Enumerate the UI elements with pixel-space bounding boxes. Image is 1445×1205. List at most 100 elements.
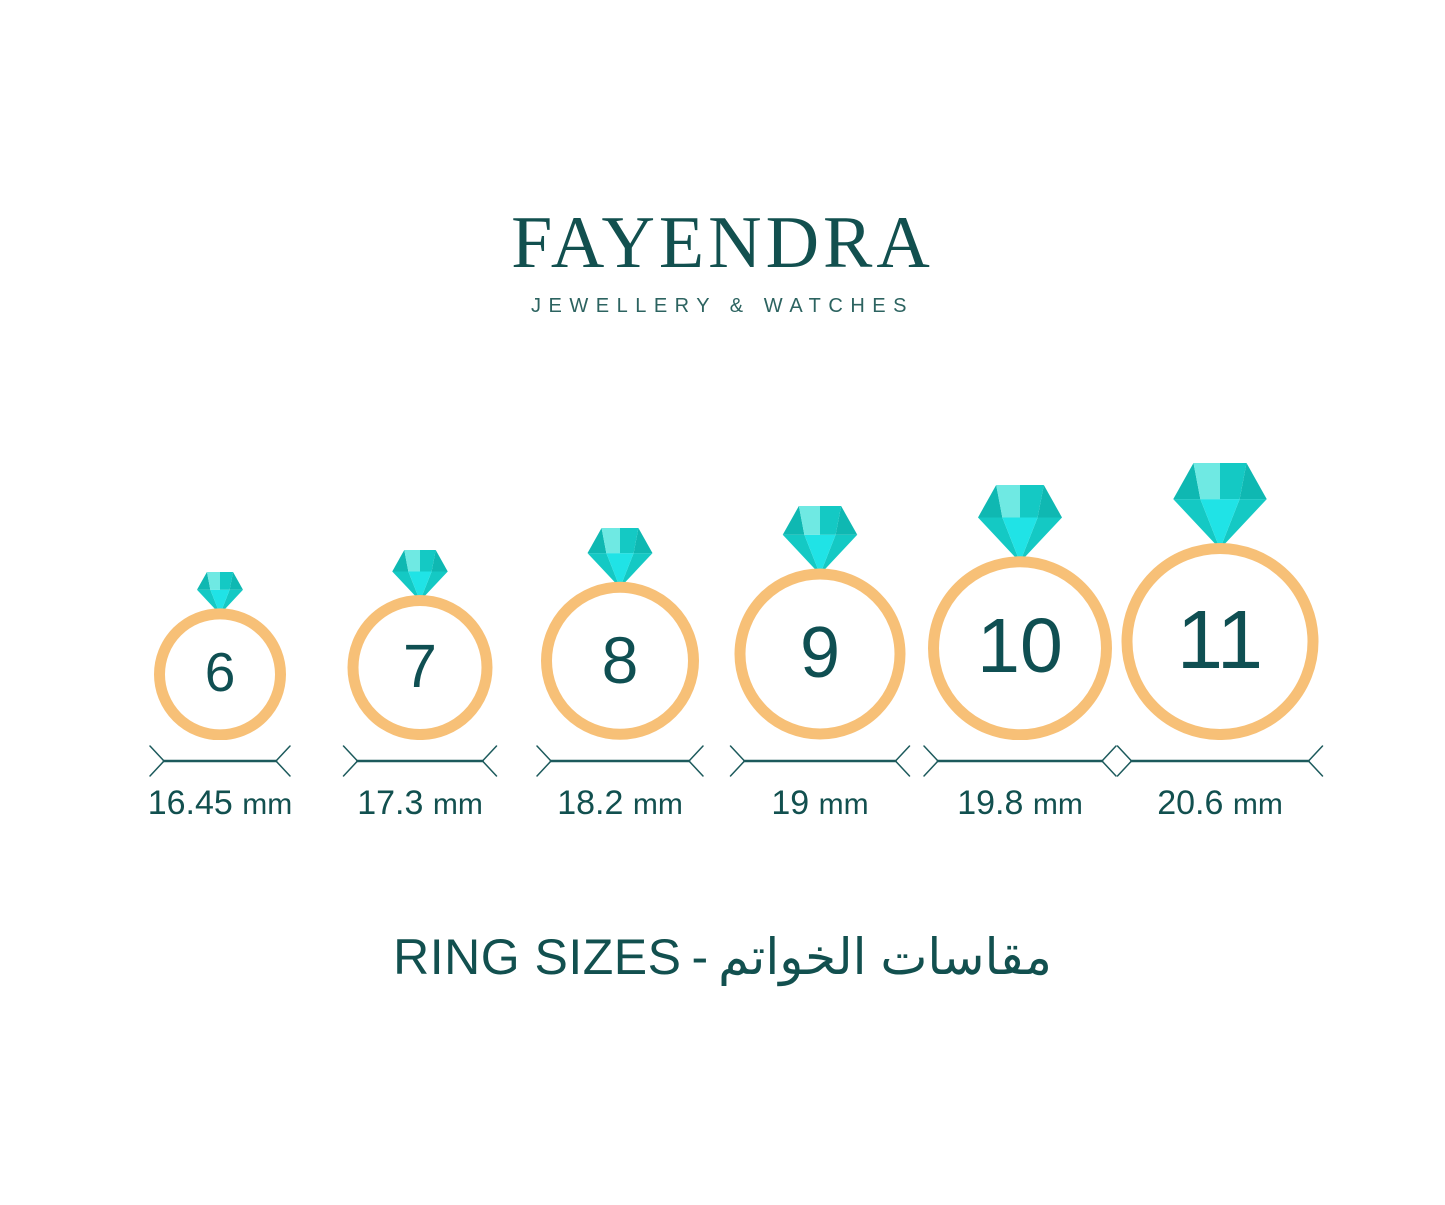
ring-diameter-unit: mm bbox=[632, 788, 683, 821]
ring-graphic bbox=[928, 484, 1112, 740]
gem-crown-right bbox=[1037, 484, 1062, 518]
brand-name: FAYENDRA bbox=[511, 202, 934, 284]
ring-size-item[interactable]: 11 20.6 mm bbox=[1116, 462, 1324, 820]
gem-pavilion-left bbox=[978, 517, 1020, 563]
dimension-arrowhead-left-upper bbox=[342, 745, 359, 762]
ring-size-number: 11 bbox=[1176, 593, 1264, 687]
ring-size-row: 6 16.45 mm 7 17.3 mm 8 18.2 mm 9 19 mm 10 19.8 mm… bbox=[0, 440, 1445, 820]
ring-diameter-label: 19.8 mm bbox=[920, 786, 1120, 820]
gem-crown-table-left bbox=[601, 528, 620, 554]
brand-logo: FAYENDRA JEWELLERY & WATCHES bbox=[0, 206, 1445, 316]
ring-band bbox=[154, 608, 286, 740]
ring-diameter-value: 20.6 bbox=[1157, 784, 1224, 822]
ring-diameter-unit: mm bbox=[242, 788, 293, 821]
ring-graphic bbox=[541, 528, 699, 740]
ring-diameter-label: 17.3 mm bbox=[320, 786, 520, 820]
dimension-arrow bbox=[120, 740, 320, 782]
dimension-arrowhead-right-upper bbox=[1307, 745, 1324, 762]
dimension-arrowhead-left-lower bbox=[923, 760, 939, 777]
ring-illustration: 6 bbox=[120, 470, 320, 740]
ring-illustration: 10 bbox=[920, 470, 1120, 740]
ring-band bbox=[928, 556, 1112, 740]
gem-crown-left bbox=[587, 528, 607, 554]
ring-illustration: 8 bbox=[520, 470, 720, 740]
dimension-arrowhead-right-upper bbox=[481, 745, 498, 762]
ring-size-item[interactable]: 7 17.3 mm bbox=[320, 470, 520, 820]
ring-band bbox=[347, 595, 493, 740]
dimension-arrowhead-right-lower bbox=[1307, 760, 1324, 777]
ring-diameter-value: 16.45 bbox=[147, 784, 233, 822]
ring-diameter-label: 19 mm bbox=[720, 786, 920, 820]
dimension-arrowhead-left-upper bbox=[729, 745, 746, 762]
ring-diameter-value: 17.3 bbox=[357, 784, 424, 822]
ring-diameter-unit: mm bbox=[1032, 788, 1083, 821]
ring-diameter-value: 19 bbox=[771, 784, 810, 822]
ring-band bbox=[1121, 543, 1319, 740]
gem-crown-left bbox=[197, 571, 211, 590]
gem-crown-left bbox=[782, 506, 805, 536]
dimension-arrowhead-left-lower bbox=[1116, 760, 1133, 777]
dimension-arrowhead-left-upper bbox=[149, 745, 165, 762]
dimension-arrow bbox=[520, 740, 720, 782]
dimension-arrow-graphic bbox=[149, 745, 291, 777]
dimension-arrowhead-left-lower bbox=[729, 760, 746, 777]
dimension-arrowhead-left-lower bbox=[536, 760, 552, 777]
gem-crown-table-left bbox=[404, 549, 420, 572]
ring-size-number: 7 bbox=[403, 631, 437, 700]
gem-crown-table-right bbox=[620, 528, 639, 554]
dimension-arrowhead-left-upper bbox=[1116, 745, 1133, 762]
ring-band bbox=[541, 582, 699, 740]
ring-size-item[interactable]: 9 19 mm bbox=[720, 470, 920, 820]
ring-diameter-unit: mm bbox=[818, 788, 869, 821]
dimension-arrow bbox=[1116, 740, 1324, 782]
gem-pavilion-center bbox=[1200, 499, 1240, 550]
ring-diameter-label: 20.6 mm bbox=[1120, 786, 1320, 820]
gem-pavilion-center bbox=[1002, 517, 1038, 563]
dimension-arrowhead-right-lower bbox=[688, 760, 704, 777]
ring-illustration: 11 bbox=[1120, 462, 1320, 740]
ring-diameter-label: 18.2 mm bbox=[520, 786, 720, 820]
gem-crown-left bbox=[978, 484, 1003, 518]
dimension-arrowhead-right-lower bbox=[275, 760, 291, 777]
gem-crown-right bbox=[431, 549, 448, 572]
dimension-arrowhead-right-lower bbox=[481, 760, 498, 777]
ring-size-item[interactable]: 6 16.45 mm bbox=[120, 470, 320, 820]
dimension-arrowhead-right-lower bbox=[1101, 760, 1117, 777]
ring-illustration: 9 bbox=[720, 470, 920, 740]
ring-size-item[interactable]: 10 19.8 mm bbox=[920, 470, 1120, 820]
dimension-arrow-graphic bbox=[923, 745, 1117, 777]
dimension-arrow bbox=[320, 740, 520, 782]
dimension-arrowhead-right-upper bbox=[275, 745, 291, 762]
gem-crown-left bbox=[392, 549, 409, 572]
page-title-english: RING SIZES bbox=[393, 929, 682, 985]
gem-pavilion-center bbox=[804, 535, 836, 576]
gem-crown-table-left bbox=[798, 506, 820, 536]
dimension-arrowhead-left-lower bbox=[149, 760, 165, 777]
gem-crown-right bbox=[229, 571, 243, 590]
dimension-arrowhead-right-lower bbox=[894, 760, 911, 777]
gem-crown-table-right bbox=[820, 506, 842, 536]
dimension-arrowhead-right-upper bbox=[688, 745, 704, 762]
gem-pavilion-center bbox=[210, 589, 230, 615]
gem-crown-table-right bbox=[220, 571, 234, 590]
dimension-arrow-graphic bbox=[729, 745, 911, 777]
page-title-separator: - bbox=[691, 929, 709, 985]
gem-crown-table-left bbox=[996, 484, 1020, 518]
gem-crown-table-right bbox=[1020, 484, 1044, 518]
gem-crown-table-left bbox=[1193, 462, 1220, 500]
ring-graphic bbox=[154, 571, 286, 740]
ring-size-number: 6 bbox=[204, 641, 236, 704]
dimension-arrow-graphic bbox=[342, 745, 498, 777]
gem-crown-left bbox=[1173, 462, 1201, 500]
ring-diameter-unit: mm bbox=[1232, 788, 1283, 821]
gem-crown-right bbox=[1239, 462, 1267, 500]
dimension-arrowhead-left-upper bbox=[536, 745, 552, 762]
dimension-arrow-graphic bbox=[1116, 745, 1324, 777]
ring-graphic bbox=[1121, 462, 1319, 740]
dimension-arrow bbox=[720, 740, 920, 782]
page-title: RING SIZES - مقاسات الخواتم bbox=[0, 930, 1445, 985]
brand-tagline: JEWELLERY & WATCHES bbox=[531, 295, 914, 317]
ring-size-item[interactable]: 8 18.2 mm bbox=[520, 470, 720, 820]
dimension-arrowhead-right-upper bbox=[894, 745, 911, 762]
ring-diameter-value: 18.2 bbox=[557, 784, 624, 822]
